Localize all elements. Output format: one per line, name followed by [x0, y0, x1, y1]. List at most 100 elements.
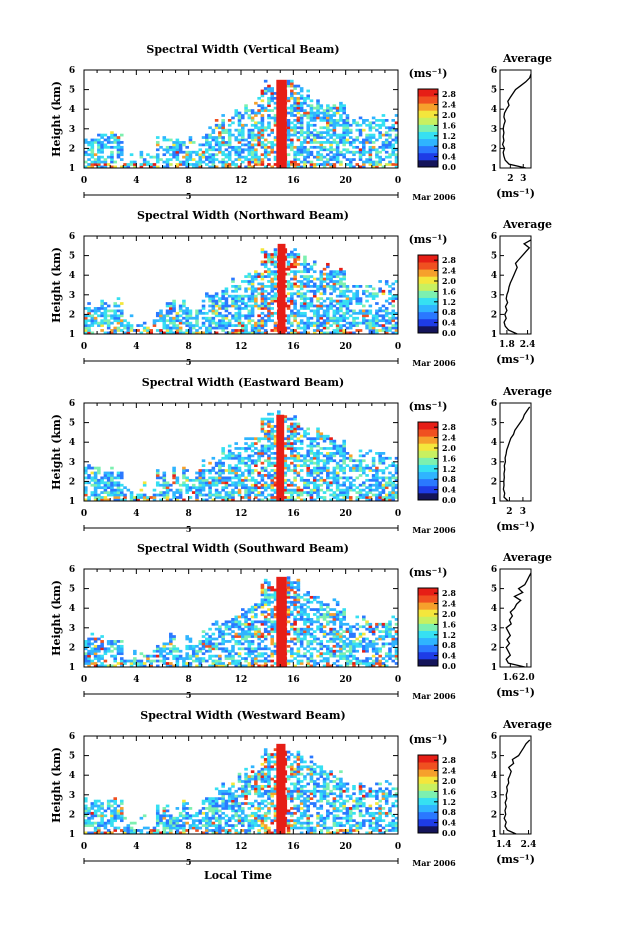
heatmap-cell	[93, 478, 98, 482]
heatmap-cell	[362, 647, 366, 651]
heatmap-cell	[260, 141, 265, 144]
x-tick-label: 8	[186, 509, 192, 519]
heatmap-cell	[224, 620, 229, 624]
heatmap-cell	[355, 637, 360, 641]
heatmap-cell	[362, 141, 366, 144]
heatmap-cell	[348, 469, 353, 472]
heatmap-cell	[139, 664, 144, 668]
heatmap-cell	[322, 447, 327, 450]
heatmap-cell	[178, 331, 183, 335]
heatmap-cell	[263, 289, 268, 293]
heatmap-cell	[267, 593, 271, 597]
date-label: Mar 2006	[412, 358, 456, 368]
heatmap-cell	[319, 478, 324, 482]
heatmap-cell	[306, 89, 310, 93]
heatmap-cell	[195, 163, 199, 166]
heatmap-cell	[342, 153, 346, 157]
heatmap-cell	[381, 324, 386, 327]
heatmap-cell	[326, 321, 330, 325]
heatmap-cell	[254, 111, 258, 115]
heatmap-cell	[214, 493, 219, 497]
heatmap-cell	[237, 304, 242, 308]
heatmap-cell	[211, 456, 216, 460]
heatmap-cell	[326, 106, 330, 110]
heatmap-cell	[267, 304, 271, 308]
heatmap-cell	[312, 491, 317, 494]
heatmap-cell	[303, 481, 307, 485]
heatmap-cell	[227, 153, 232, 157]
heatmap-cell	[218, 464, 222, 467]
heatmap-cell	[97, 133, 101, 137]
heatmap-cell	[391, 654, 396, 658]
heatmap-cell	[355, 297, 360, 300]
heatmap-cell	[267, 483, 271, 487]
heatmap-cell	[250, 326, 255, 330]
heatmap-cell	[237, 148, 242, 152]
heatmap-cell	[355, 292, 360, 296]
heatmap-cell	[231, 454, 235, 458]
heatmap-cell	[159, 314, 163, 318]
heatmap-cell	[224, 496, 229, 499]
heatmap-cell	[332, 598, 337, 602]
heatmap-cell	[188, 664, 193, 668]
heatmap-cell	[309, 109, 314, 112]
heatmap-cell	[260, 420, 265, 423]
heatmap-cell	[175, 150, 180, 154]
heatmap-cell	[237, 491, 242, 494]
heatmap-cell	[198, 160, 203, 164]
heatmap-cell	[332, 496, 337, 499]
heatmap-cell	[191, 141, 196, 144]
heatmap-cell	[355, 136, 360, 139]
heatmap-cell	[247, 287, 252, 291]
heatmap-cell	[332, 329, 337, 332]
heatmap-cell	[254, 294, 258, 298]
heatmap-cell	[345, 456, 350, 460]
heatmap-cell	[97, 321, 101, 325]
heatmap-cell	[119, 324, 124, 327]
heatmap-cell	[93, 158, 98, 161]
heatmap-cell	[365, 123, 369, 127]
heatmap-cell	[368, 640, 373, 643]
heatmap-cell	[319, 659, 324, 663]
heatmap-cell	[169, 302, 173, 305]
heatmap-cell	[296, 111, 301, 115]
heatmap-cell	[201, 652, 206, 656]
heatmap-cell	[182, 309, 186, 313]
heatmap-cell	[84, 329, 88, 332]
heatmap-cell	[97, 469, 101, 472]
heatmap-cell	[352, 459, 356, 463]
heatmap-cell	[368, 133, 373, 137]
heatmap-cell	[348, 662, 353, 665]
heatmap-cell	[381, 625, 386, 629]
heatmap-cell	[241, 478, 245, 482]
heatmap-cell	[241, 496, 245, 499]
heatmap-cell	[227, 143, 232, 147]
heatmap-cell	[224, 664, 229, 668]
heatmap-cell	[362, 471, 366, 475]
heatmap-cell	[368, 294, 373, 298]
heatmap-cell	[319, 469, 324, 472]
colorbar-unit: (ms⁻¹)	[409, 233, 448, 246]
heatmap-cell	[254, 289, 258, 293]
heatmap-cell	[103, 321, 108, 325]
heatmap-cell	[241, 615, 245, 619]
heatmap-cell	[303, 96, 307, 100]
heatmap-cell	[309, 297, 314, 300]
heatmap-cell	[290, 417, 294, 421]
heatmap-cell	[286, 439, 291, 443]
heatmap-cell	[345, 128, 350, 132]
heatmap-cell	[332, 119, 337, 122]
heatmap-cell	[116, 644, 121, 648]
intense-column	[276, 79, 287, 168]
heatmap-cell	[368, 449, 373, 453]
heatmap-cell	[260, 605, 265, 609]
heatmap-cell	[362, 615, 366, 619]
heatmap-cell	[273, 324, 278, 327]
heatmap-cell	[172, 664, 176, 668]
heatmap-cell	[126, 488, 131, 492]
heatmap-cell	[263, 109, 268, 112]
heatmap-cell	[358, 454, 363, 458]
heatmap-cell	[309, 280, 314, 283]
heatmap-cell	[221, 496, 225, 499]
heatmap-cell	[293, 615, 297, 619]
